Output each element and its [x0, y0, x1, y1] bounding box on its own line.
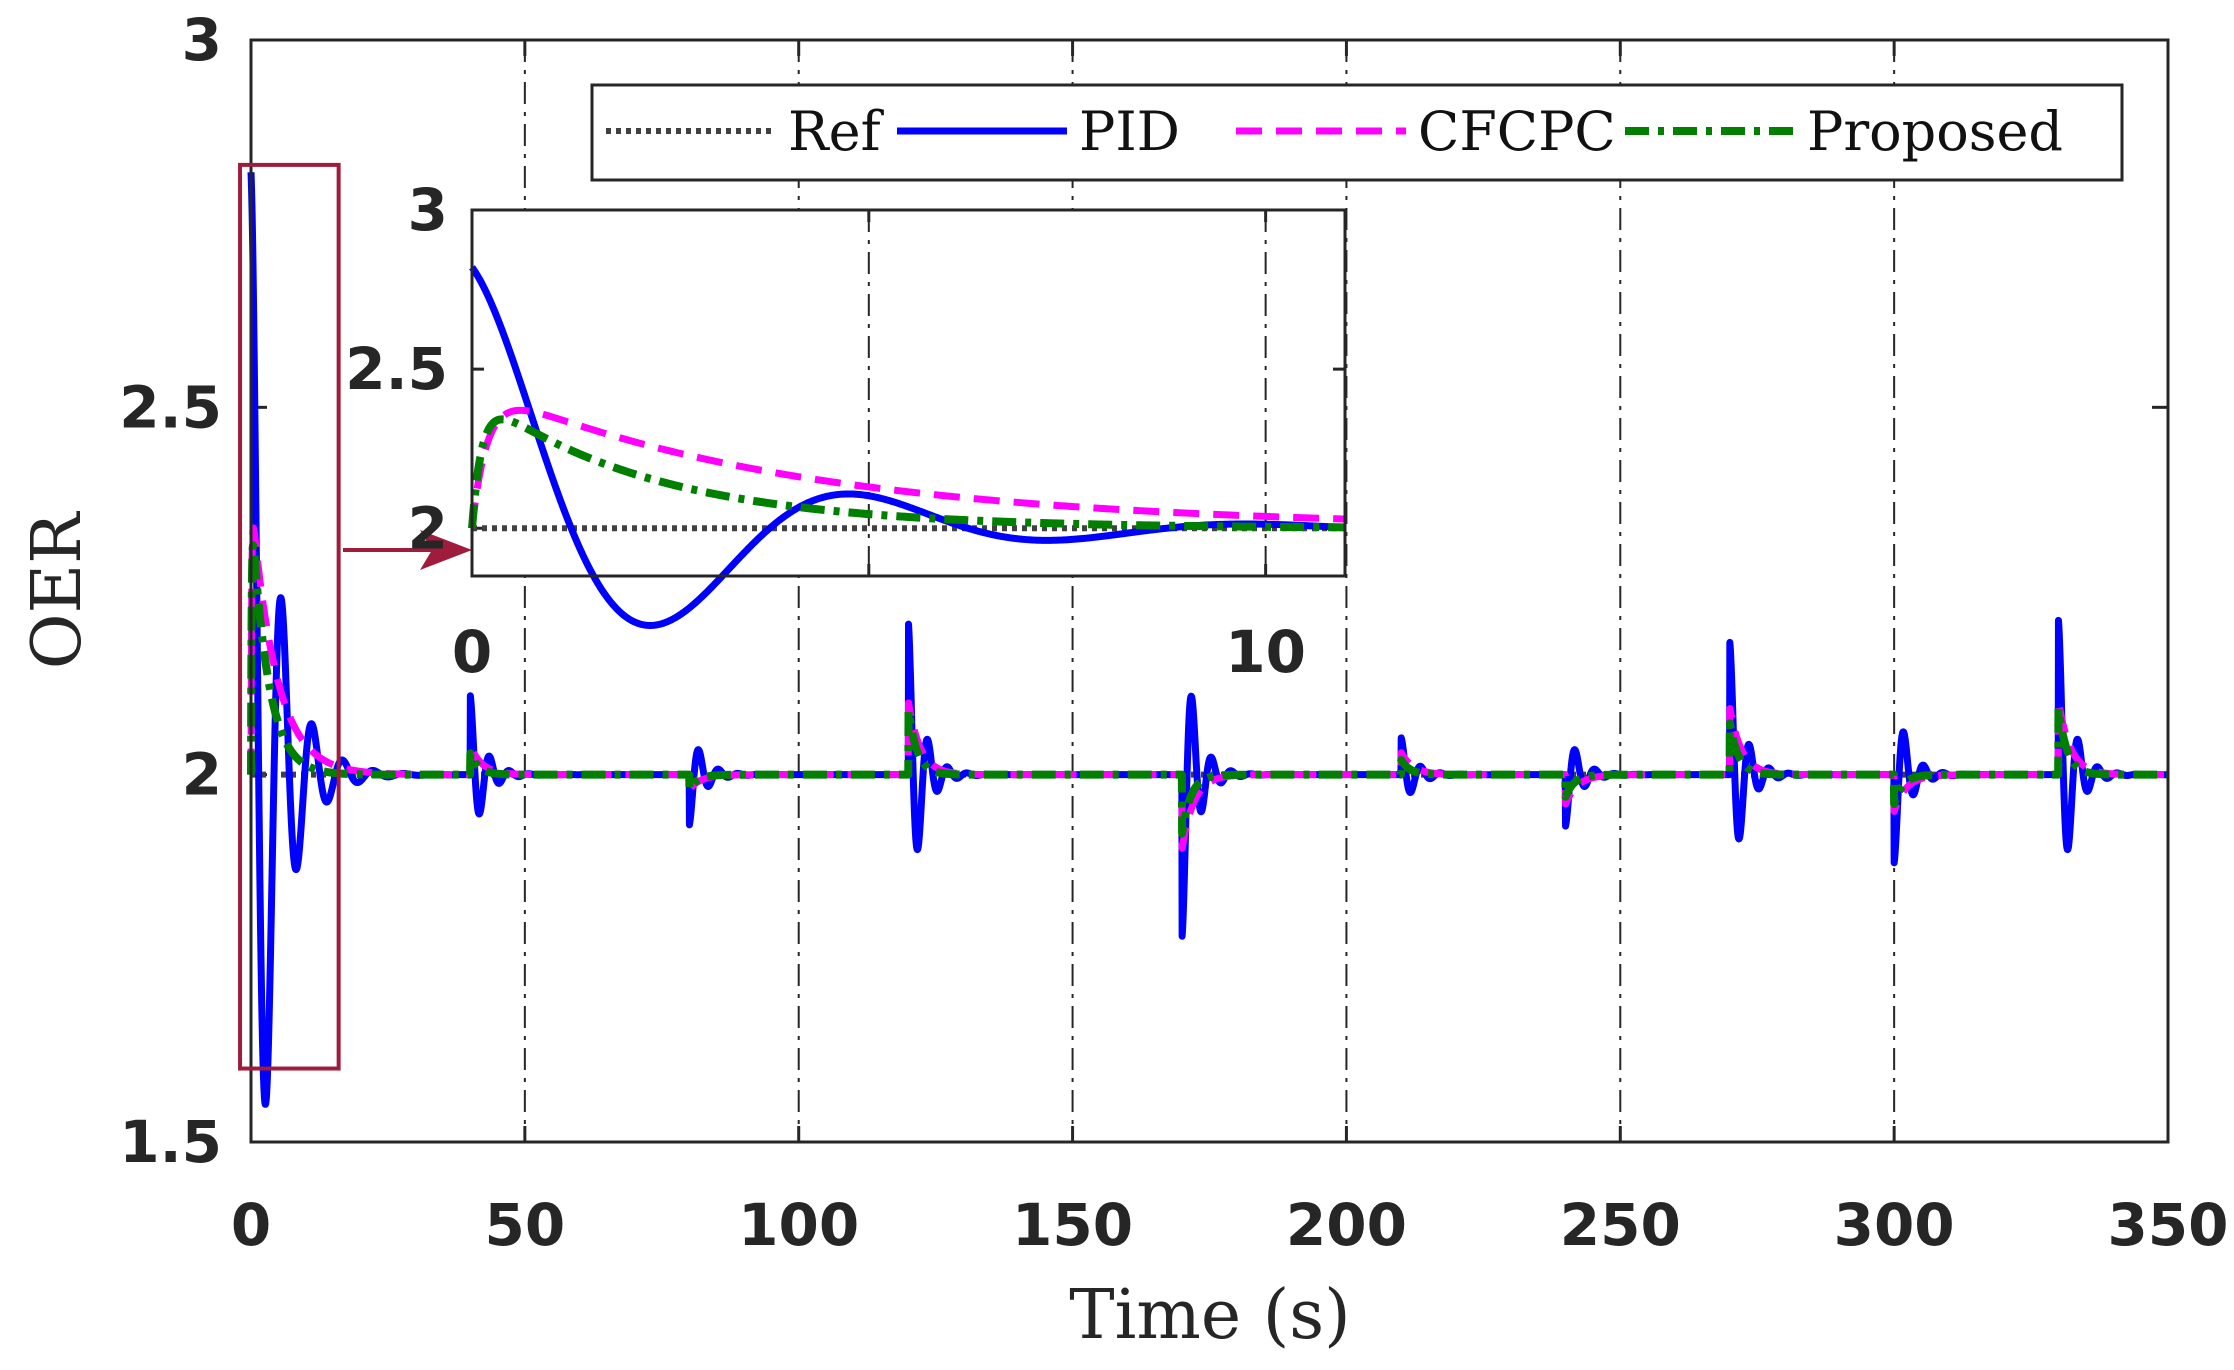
inset-y-tick-labels: 22.53 — [345, 176, 448, 562]
y-tick-label: 1.5 — [119, 1108, 222, 1176]
inset-lines — [468, 265, 1348, 629]
y-tick-labels: 1.5 2 2.5 3 — [119, 6, 222, 1176]
legend-label-proposed: Proposed — [1807, 100, 2063, 163]
inset-x-tick-label: 0 — [452, 618, 492, 686]
x-tick-labels: 0 50 100 150 200 250 300 350 — [231, 1191, 2229, 1259]
inset-axes-box — [470, 208, 1347, 578]
x-tick-label: 200 — [1286, 1191, 1407, 1259]
x-tick-label: 0 — [231, 1191, 271, 1259]
inset-y-tick-label: 2 — [408, 494, 448, 562]
inset-series-line-proposed — [468, 415, 1348, 532]
inset-x-tick-labels: 0 10 — [452, 618, 1306, 686]
x-tick-label: 100 — [738, 1191, 859, 1259]
zoom-highlight-box — [238, 162, 341, 1071]
x-tick-label: 50 — [484, 1191, 565, 1259]
legend: Ref PID CFCPC Proposed — [590, 83, 2124, 182]
inset-y-tick-label: 3 — [408, 176, 448, 244]
main-plot — [247, 38, 2172, 1144]
zoom-arrow — [343, 530, 472, 570]
legend-label-cfcpc: CFCPC — [1418, 100, 1616, 163]
x-tick-label: 350 — [2107, 1191, 2228, 1259]
y-tick-label: 2 — [182, 741, 222, 809]
y-tick-label: 3 — [182, 6, 222, 74]
x-tick-label: 300 — [1834, 1191, 1955, 1259]
inset-plot: 0 10 22.53 — [345, 176, 1348, 686]
legend-label-pid: PID — [1079, 100, 1180, 163]
main-axes-box — [249, 38, 2170, 1144]
main-lines — [247, 172, 2172, 1108]
inset-x-tick-label: 10 — [1225, 618, 1306, 686]
legend-box — [590, 83, 2124, 182]
x-tick-label: 150 — [1012, 1191, 1133, 1259]
x-axis-title: Time (s) — [1069, 1276, 1350, 1355]
series-line-proposed — [247, 541, 2172, 838]
legend-label-ref: Ref — [788, 100, 885, 163]
inset-series-line-cfcpc — [468, 406, 1347, 529]
y-tick-label: 2.5 — [119, 373, 222, 441]
inset-y-tick-label: 2.5 — [345, 335, 448, 403]
y-axis-title: OER — [18, 511, 97, 669]
x-tick-label: 250 — [1560, 1191, 1681, 1259]
